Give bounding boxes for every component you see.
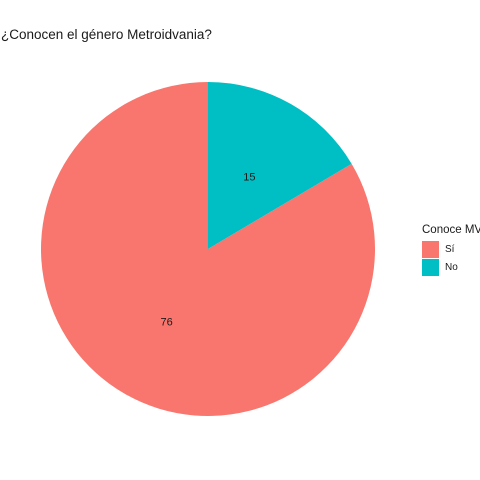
legend-item-no: No bbox=[422, 258, 480, 276]
legend-item-si: Sí bbox=[422, 240, 480, 258]
legend-label-si: Sí bbox=[445, 244, 454, 255]
legend-label-no: No bbox=[445, 262, 458, 273]
slice-value-label-no: 15 bbox=[243, 171, 255, 183]
legend-key-no bbox=[422, 259, 439, 276]
legend-key-si bbox=[422, 241, 439, 258]
legend: Conoce MV Sí No bbox=[422, 224, 480, 276]
legend-title: Conoce MV bbox=[422, 224, 480, 236]
slice-value-label-si: 76 bbox=[161, 317, 173, 329]
